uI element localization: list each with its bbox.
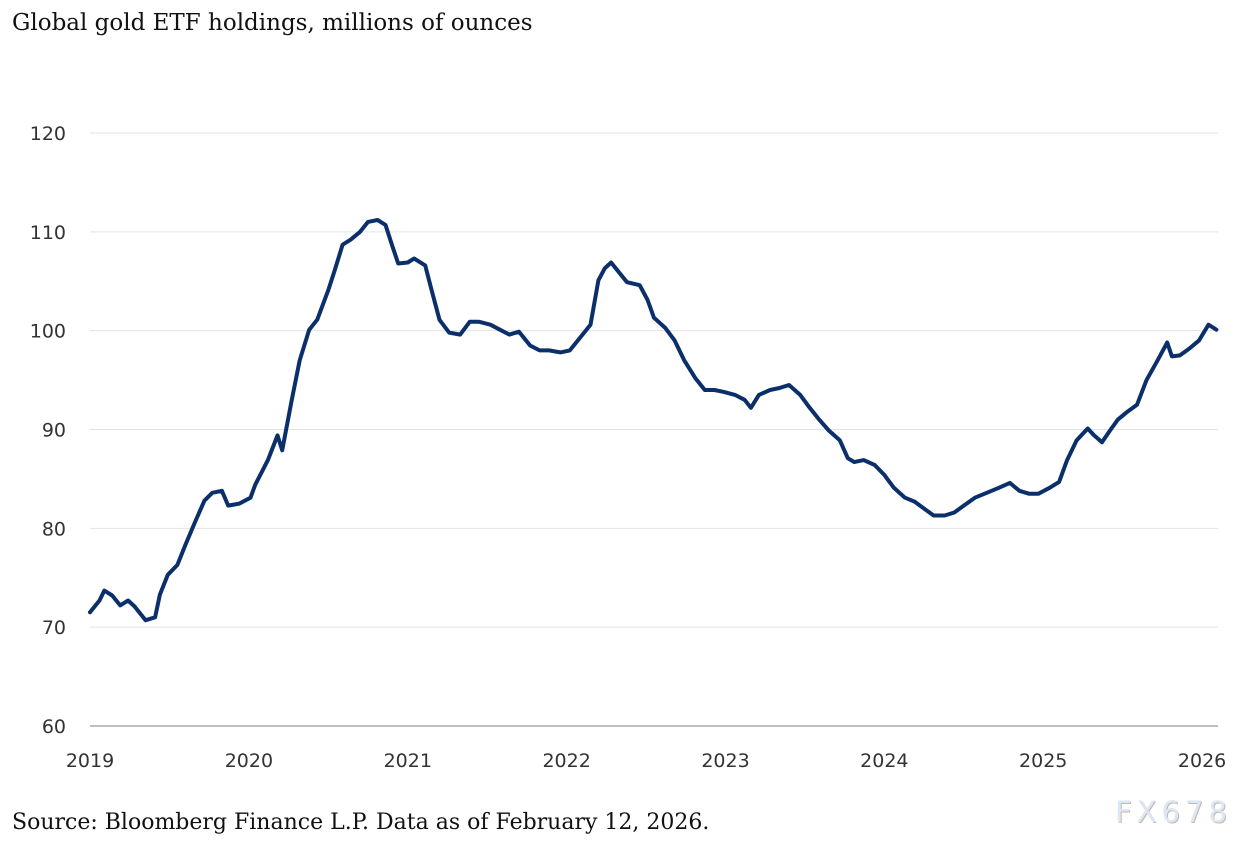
x-tick-label: 2019 bbox=[66, 750, 114, 772]
y-tick-label: 120 bbox=[30, 123, 66, 145]
x-tick-label: 2022 bbox=[542, 750, 590, 772]
series-line bbox=[88, 218, 1219, 623]
x-tick-label: 2024 bbox=[860, 750, 908, 772]
x-tick-label: 2023 bbox=[701, 750, 749, 772]
chart-title: Global gold ETF holdings, millions of ou… bbox=[12, 10, 533, 36]
watermark: FX678 bbox=[1115, 795, 1232, 829]
y-tick-label: 70 bbox=[42, 617, 66, 639]
x-tick-label: 2026 bbox=[1178, 750, 1226, 772]
y-tick-label: 110 bbox=[30, 222, 66, 244]
x-tick-label: 2025 bbox=[1019, 750, 1067, 772]
y-tick-label: 60 bbox=[42, 716, 66, 738]
x-tick-label: 2020 bbox=[225, 750, 273, 772]
y-tick-label: 100 bbox=[30, 321, 66, 343]
x-tick-label: 2021 bbox=[384, 750, 432, 772]
source-note: Source: Bloomberg Finance L.P. Data as o… bbox=[12, 810, 710, 835]
y-tick-label: 90 bbox=[42, 420, 66, 442]
y-tick-label: 80 bbox=[42, 518, 66, 540]
